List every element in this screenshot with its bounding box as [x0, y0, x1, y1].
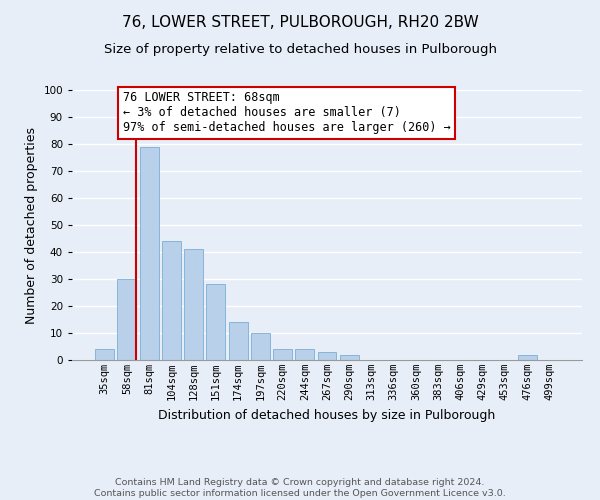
- Text: Contains HM Land Registry data © Crown copyright and database right 2024.
Contai: Contains HM Land Registry data © Crown c…: [94, 478, 506, 498]
- Text: 76, LOWER STREET, PULBOROUGH, RH20 2BW: 76, LOWER STREET, PULBOROUGH, RH20 2BW: [122, 15, 478, 30]
- Bar: [184, 250, 203, 360]
- Bar: [295, 349, 314, 360]
- Text: Size of property relative to detached houses in Pulborough: Size of property relative to detached ho…: [104, 42, 497, 56]
- Y-axis label: Number of detached properties: Number of detached properties: [25, 126, 38, 324]
- Text: 76 LOWER STREET: 68sqm
← 3% of detached houses are smaller (7)
97% of semi-detac: 76 LOWER STREET: 68sqm ← 3% of detached …: [123, 92, 451, 134]
- Bar: [118, 279, 136, 360]
- Bar: [273, 349, 292, 360]
- Bar: [251, 333, 270, 360]
- Bar: [206, 284, 225, 360]
- Bar: [140, 146, 158, 360]
- Bar: [317, 352, 337, 360]
- Bar: [340, 354, 359, 360]
- Bar: [229, 322, 248, 360]
- Bar: [518, 354, 536, 360]
- X-axis label: Distribution of detached houses by size in Pulborough: Distribution of detached houses by size …: [158, 408, 496, 422]
- Bar: [162, 241, 181, 360]
- Bar: [95, 349, 114, 360]
